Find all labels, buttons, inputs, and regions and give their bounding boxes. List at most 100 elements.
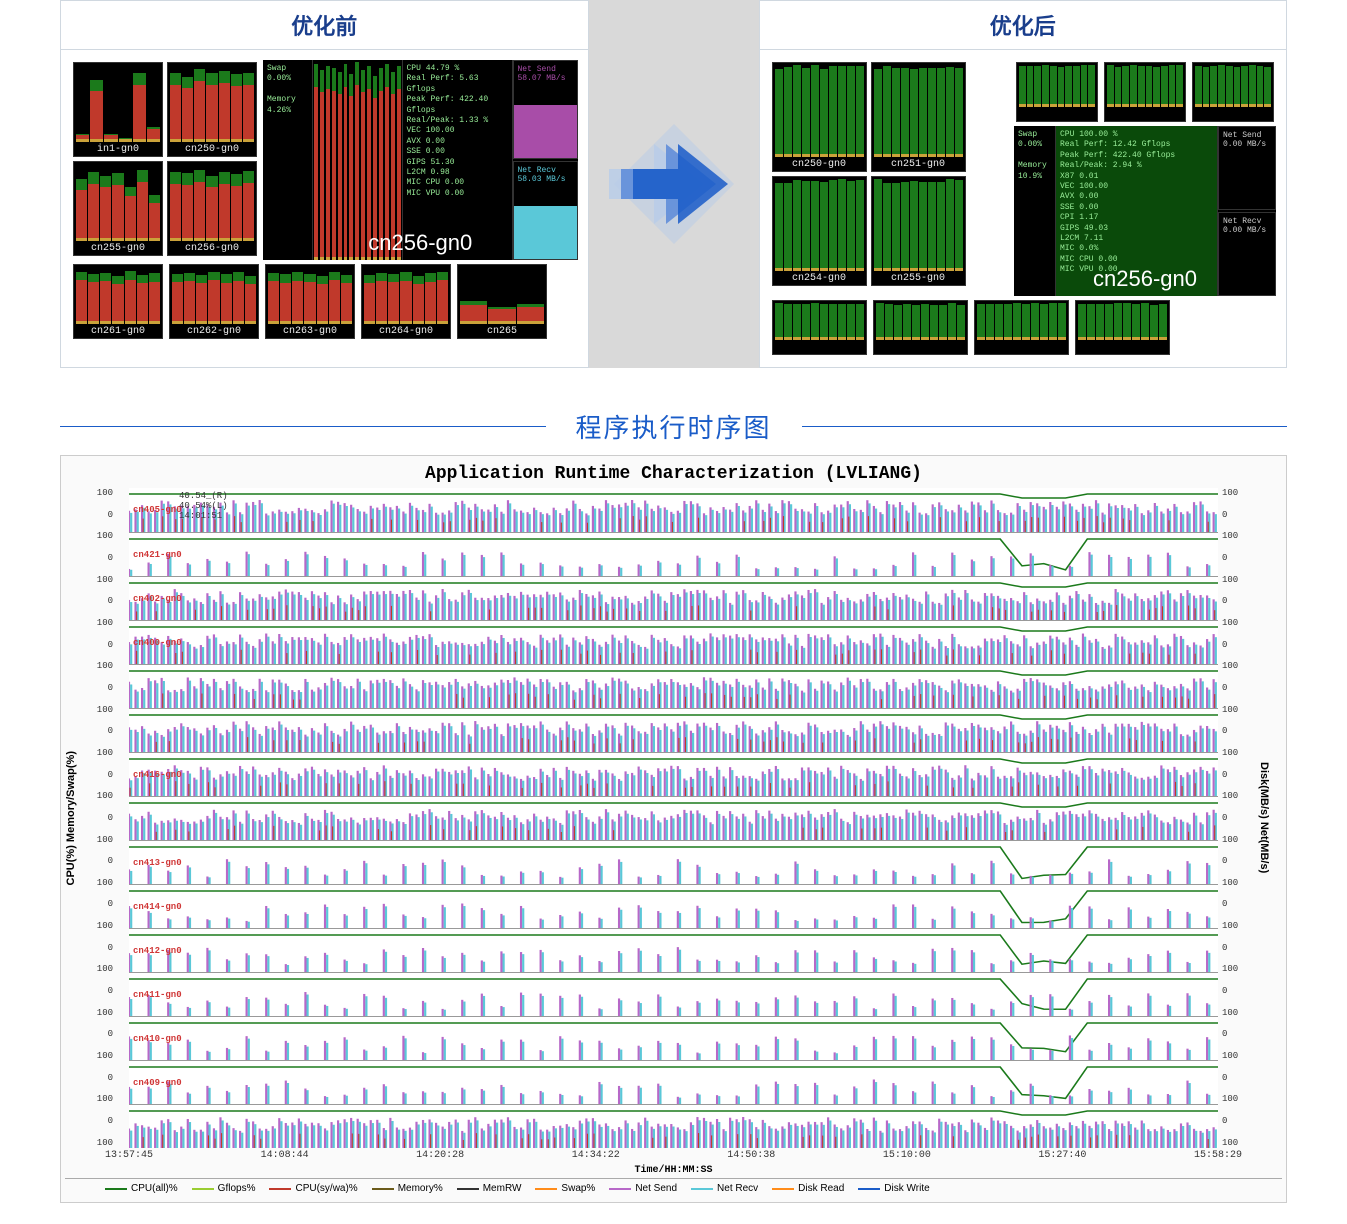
timeline-track: cn402-gn0 — [129, 576, 1218, 620]
mic-cpu: MIC CPU 0.00 — [407, 178, 508, 188]
legend-item: CPU(sy/wa)% — [269, 1183, 357, 1194]
after-big-label: cn256-gn0 — [1014, 266, 1276, 292]
after-header: 优化后 — [760, 1, 1287, 50]
legend-item: Net Send — [609, 1183, 677, 1194]
timeline-track: cn410-gn0 — [129, 1016, 1218, 1060]
legend-item: Gflops% — [192, 1183, 256, 1194]
avx: AVX 0.00 — [1060, 192, 1213, 202]
before-big-panel: Swap 0.00% Memory 4.26% CPU 44.79 % Real… — [263, 60, 578, 260]
node-panel: cn261-gn0 — [73, 264, 163, 339]
sse: SSE 0.00 — [407, 147, 508, 157]
node-panel: in1-gn0 — [73, 62, 163, 157]
vec: VEC 100.00 — [407, 126, 508, 136]
timeline-track: cn405-gn040.54_(R)40.54%(L)14:01:51 — [129, 488, 1218, 532]
node-panel: cn251-gn0 — [871, 62, 966, 172]
timeline-track: cn409-gn0 — [129, 1060, 1218, 1104]
net-send-value: 58.07 MB/s — [518, 74, 573, 83]
real-perf: Real Perf: 12.42 Gflops — [1060, 140, 1213, 150]
node-panel: cn250-gn0 — [167, 62, 257, 157]
memory-label: Memory — [1018, 161, 1051, 171]
timeline-track: cn400-gn0 — [129, 620, 1218, 664]
peak-perf: Peak Perf: 422.40 Gflops — [1060, 151, 1213, 161]
arrow-column — [589, 0, 759, 368]
timeline-track — [129, 708, 1218, 752]
legend-item: Net Recv — [691, 1183, 758, 1194]
net-send-label: Net Send — [1223, 131, 1271, 140]
node-panel: cn250-gn0 — [772, 62, 867, 172]
before-header: 优化前 — [61, 1, 588, 50]
timeline-track: cn413-gn0 — [129, 840, 1218, 884]
net-send-value: 0.00 MB/s — [1223, 140, 1271, 149]
timeline-track: cn421-gn0 — [129, 532, 1218, 576]
l2cm: L2CM 0.98 — [407, 168, 508, 178]
timeline-track: cn412-gn0 — [129, 928, 1218, 972]
node-panel: cn262-gn0 — [169, 264, 259, 339]
timeline-track: cn414-gn0 — [129, 884, 1218, 928]
cpu-value: CPU 44.79 % — [407, 64, 508, 74]
timeline-title: Application Runtime Characterization (LV… — [65, 460, 1282, 488]
section-title: 程序执行时序图 — [546, 408, 802, 445]
swap-label: Swap — [267, 64, 308, 74]
node-panel — [772, 300, 867, 355]
legend-item: MemRW — [457, 1183, 522, 1194]
before-big-label: cn256-gn0 — [263, 230, 578, 256]
node-panel — [1016, 62, 1098, 122]
legend-item: Disk Read — [772, 1183, 844, 1194]
node-panel — [1104, 62, 1186, 122]
cpu-value: CPU 100.00 % — [1060, 130, 1213, 140]
gips: GIPS 51.30 — [407, 158, 508, 168]
timeline-track: cn416-gn0 — [129, 752, 1218, 796]
node-panel: cn255-gn0 — [871, 176, 966, 286]
after-body: cn250-gn0cn251-gn0cn254-gn0cn255-gn0 Swa… — [760, 50, 1287, 367]
perf-ratio: Real/Peak: 1.33 % — [407, 116, 508, 126]
net-send-label: Net Send — [518, 65, 573, 74]
before-panel: 优化前 in1-gn0cn250-gn0cn255-gn0cn256-gn0 S… — [60, 0, 589, 368]
net-recv-label: Net Recv — [518, 166, 573, 175]
node-panel — [1192, 62, 1274, 122]
after-panel: 优化后 cn250-gn0cn251-gn0cn254-gn0cn255-gn0… — [759, 0, 1288, 368]
before-body: in1-gn0cn250-gn0cn255-gn0cn256-gn0 Swap … — [61, 50, 588, 351]
mic-vpu: MIC VPU 0.00 — [407, 189, 508, 199]
swap-value: 0.00% — [267, 74, 308, 84]
node-panel: cn265 — [457, 264, 547, 339]
y-axis-left: 1000100010001000100010001000100010001000… — [77, 488, 117, 1148]
real-perf: Real Perf: 5.63 Gflops — [407, 74, 508, 95]
timeline-track — [129, 664, 1218, 708]
legend-item: Memory% — [372, 1183, 443, 1194]
perf-ratio: Real/Peak: 2.94 % — [1060, 161, 1213, 171]
y-label-left: CPU(%) Memory/Swap(%) — [65, 751, 77, 885]
legend-item: Swap% — [535, 1183, 595, 1194]
node-panel — [873, 300, 968, 355]
cpi: CPI 1.17 — [1060, 213, 1213, 223]
gips: GIPS 49.03 — [1060, 224, 1213, 234]
rule-left — [60, 426, 546, 427]
legend-item: Disk Write — [858, 1183, 929, 1194]
y-axis-right: 1000100010001000100010001000100010001000… — [1218, 488, 1258, 1148]
node-panel: cn256-gn0 — [167, 161, 257, 256]
memory-value: 4.26% — [267, 106, 308, 116]
comparison-row: 优化前 in1-gn0cn250-gn0cn255-gn0cn256-gn0 S… — [60, 0, 1287, 368]
memory-label: Memory — [267, 95, 308, 105]
timeline-track — [129, 1104, 1218, 1148]
node-panel: cn254-gn0 — [772, 176, 867, 286]
timeline-tracks: cn405-gn040.54_(R)40.54%(L)14:01:51cn421… — [129, 488, 1218, 1148]
x-axis: 13:57:4514:08:4414:20:2814:34:2214:50:38… — [65, 1148, 1282, 1163]
net-recv-value: 0.00 MB/s — [1223, 226, 1271, 235]
x87: X87 0.01 — [1060, 172, 1213, 182]
timeline-legend: CPU(all)%Gflops%CPU(sy/wa)%Memory%MemRWS… — [65, 1178, 1282, 1198]
node-panel: cn264-gn0 — [361, 264, 451, 339]
x-axis-unit: Time/HH:MM:SS — [65, 1163, 1282, 1178]
timeline-track: cn411-gn0 — [129, 972, 1218, 1016]
net-recv-label: Net Recv — [1223, 217, 1271, 226]
mic: MIC 0.0% — [1060, 244, 1213, 254]
after-big-panel: Swap 0.00% Memory 10.9% CPU 100.00 % Rea… — [1014, 126, 1276, 296]
vec: VEC 100.00 — [1060, 182, 1213, 192]
node-panel: cn263-gn0 — [265, 264, 355, 339]
node-panel — [1075, 300, 1170, 355]
rule-right — [802, 426, 1288, 427]
memory-value: 10.9% — [1018, 172, 1051, 182]
arrow-icon — [599, 114, 749, 254]
l2cm: L2CM 7.11 — [1060, 234, 1213, 244]
timeline-chart: Application Runtime Characterization (LV… — [60, 455, 1287, 1203]
swap-value: 0.00% — [1018, 140, 1051, 150]
